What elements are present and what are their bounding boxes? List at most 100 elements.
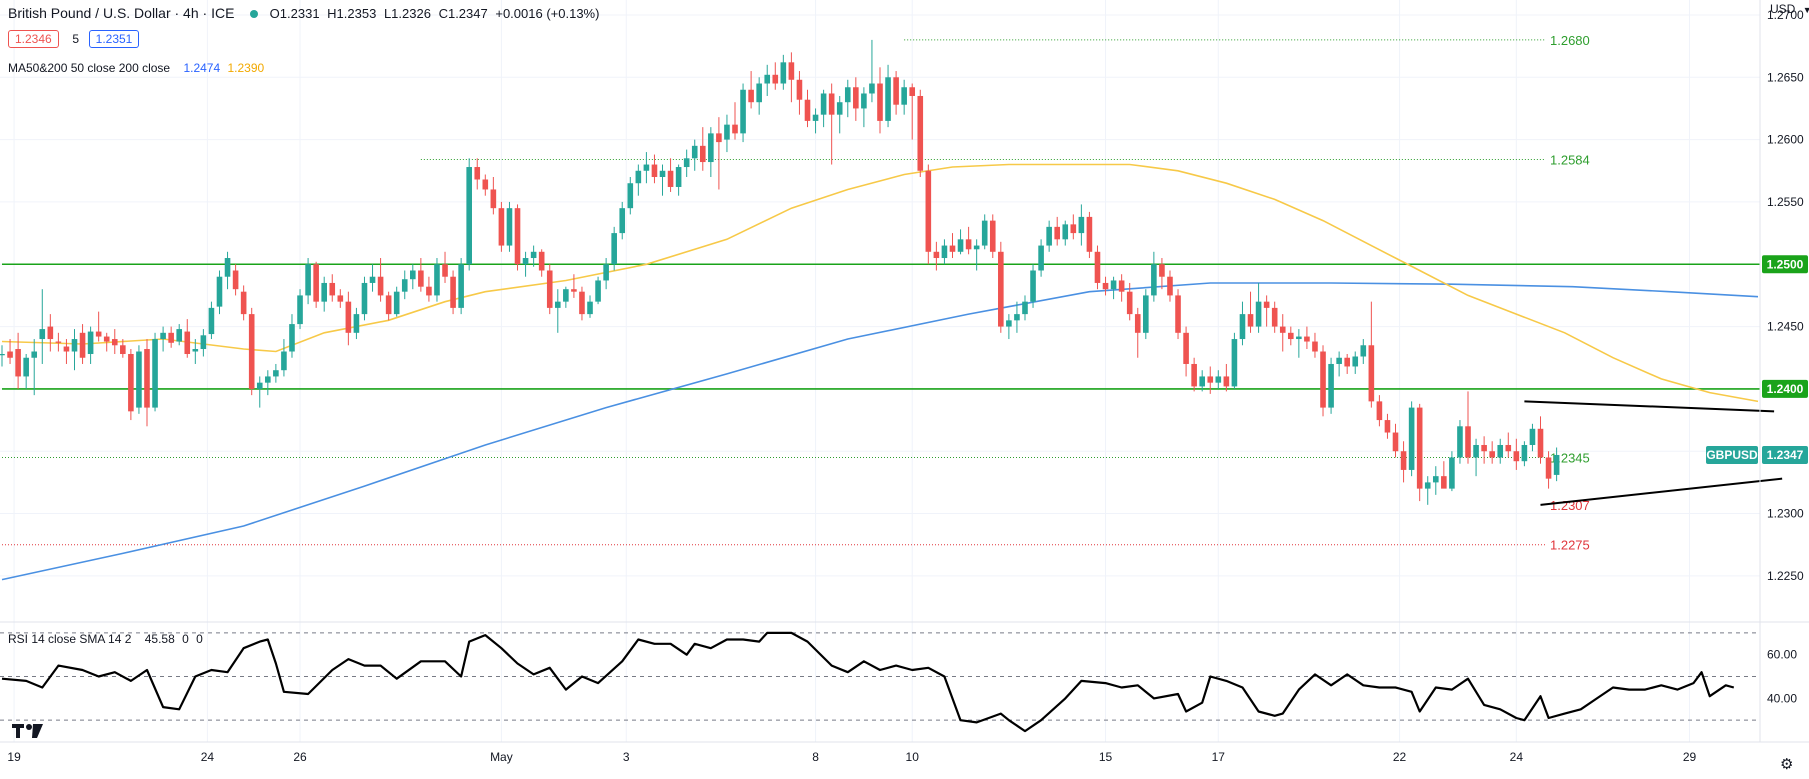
candle-body	[120, 345, 126, 355]
candle-body	[1263, 301, 1270, 308]
candle-body	[305, 264, 311, 296]
candle-body	[989, 220, 996, 252]
candle-body	[434, 264, 440, 296]
ma-label: MA50&200 50 close 200 close	[8, 61, 171, 75]
candle-body	[321, 282, 327, 302]
candle-body	[23, 357, 29, 377]
candle-body	[1408, 407, 1415, 470]
candle-body	[675, 167, 682, 187]
current-price-tag-text: 1.2347	[1767, 448, 1804, 462]
candle-body	[442, 264, 448, 277]
candle-body	[1336, 357, 1342, 364]
candle-body	[1432, 476, 1439, 483]
candle-body	[168, 332, 174, 343]
candle-body	[1553, 454, 1560, 475]
candle-body	[1473, 444, 1479, 458]
candle-body	[377, 276, 384, 296]
candle-body	[369, 276, 376, 283]
candle-body	[998, 251, 1004, 327]
candle-body	[724, 124, 730, 140]
candle-body	[651, 164, 658, 178]
time-tick-label: 10	[906, 750, 920, 764]
currency-label: USD	[1770, 2, 1796, 16]
candle-body	[1086, 216, 1093, 252]
candle-body	[595, 280, 601, 302]
candle-body	[917, 95, 924, 171]
candle-body	[514, 208, 521, 265]
candle-body	[111, 339, 118, 346]
candle-body	[136, 351, 142, 408]
candle-body	[780, 62, 787, 84]
ask-button[interactable]: 1.2351	[88, 30, 140, 48]
candle-body	[1457, 426, 1463, 458]
ohlc-close: C1.2347	[438, 6, 488, 21]
candle-body	[216, 276, 223, 307]
candle-body	[901, 87, 907, 105]
rsi-value: 45.58	[144, 632, 175, 646]
candle-body	[1078, 216, 1085, 234]
candle-body	[1288, 332, 1294, 340]
ohlc-low: L1.2326	[383, 6, 431, 21]
rsi-legend[interactable]: RSI 14 close SMA 14 2 45.58 0 0	[8, 632, 207, 646]
candle-body	[820, 93, 827, 115]
rsi-line	[1, 631, 1735, 733]
candle-body	[144, 349, 150, 408]
bid-button[interactable]: 1.2346	[8, 30, 59, 48]
candle-body	[699, 145, 706, 163]
candle-body	[103, 336, 110, 342]
candle-body	[1481, 444, 1487, 452]
candle-body	[732, 124, 738, 134]
candle-body	[740, 89, 746, 134]
time-tick-label: May	[490, 750, 513, 764]
candle-body	[973, 245, 980, 250]
currency-selector[interactable]: USD ▼	[1770, 2, 1809, 16]
price-tick-label: 1.2600	[1767, 133, 1804, 147]
candle-body	[925, 170, 932, 252]
status-dot-icon	[250, 10, 259, 19]
tradingview-logo-icon[interactable]	[12, 722, 44, 745]
candle-body	[538, 251, 545, 271]
candle-body	[1062, 224, 1069, 240]
candle-body	[877, 83, 883, 121]
level-price-tag-text: 1.2400	[1767, 382, 1804, 396]
candle-body	[256, 382, 263, 389]
candle-body	[1110, 280, 1117, 290]
ma50-line	[1, 163, 1759, 403]
candle-body	[748, 89, 754, 103]
candle-body	[853, 87, 859, 109]
price-tick-label: 1.2300	[1767, 507, 1804, 521]
candle-body	[1030, 270, 1036, 302]
ohlc-high: H1.2353	[327, 6, 377, 21]
time-tick-label: 29	[1683, 750, 1697, 764]
candle-body	[426, 286, 432, 296]
candle-body	[1497, 444, 1504, 458]
candle-body	[1167, 276, 1173, 296]
chevron-down-icon: ▼	[1802, 5, 1809, 15]
chart-legend-header: British Pound / U.S. Dollar · 4h · ICE O…	[8, 5, 603, 21]
candle-body	[603, 264, 609, 281]
candle-body	[957, 239, 964, 252]
symbol-title[interactable]: British Pound / U.S. Dollar · 4h · ICE	[8, 5, 235, 21]
candle-body	[1360, 345, 1367, 357]
candle-body	[587, 301, 593, 315]
candle-body	[1537, 428, 1544, 458]
candle-body	[885, 77, 891, 121]
settings-gear-icon[interactable]: ⚙	[1780, 756, 1794, 773]
candle-body	[385, 295, 392, 315]
level-label: 1.2307	[1550, 498, 1590, 513]
candle-body	[1441, 476, 1447, 489]
ma-legend[interactable]: MA50&200 50 close 200 close 1.2474 1.239…	[8, 61, 268, 75]
rsi-tick-label: 60.00	[1767, 648, 1797, 662]
candle-body	[313, 264, 319, 302]
candle-body	[1392, 432, 1399, 452]
candle-body	[401, 279, 408, 292]
candle-body	[1489, 451, 1495, 458]
candle-body	[1384, 420, 1391, 433]
candle-body	[450, 276, 456, 308]
candle-body	[466, 167, 472, 265]
price-tick-label: 1.2700	[1767, 8, 1804, 22]
price-levels: 1.2680 1.2584 1.2345 1.2307 1.2275	[2, 33, 1760, 553]
candle-body	[1521, 444, 1528, 462]
candle-body	[192, 349, 199, 352]
